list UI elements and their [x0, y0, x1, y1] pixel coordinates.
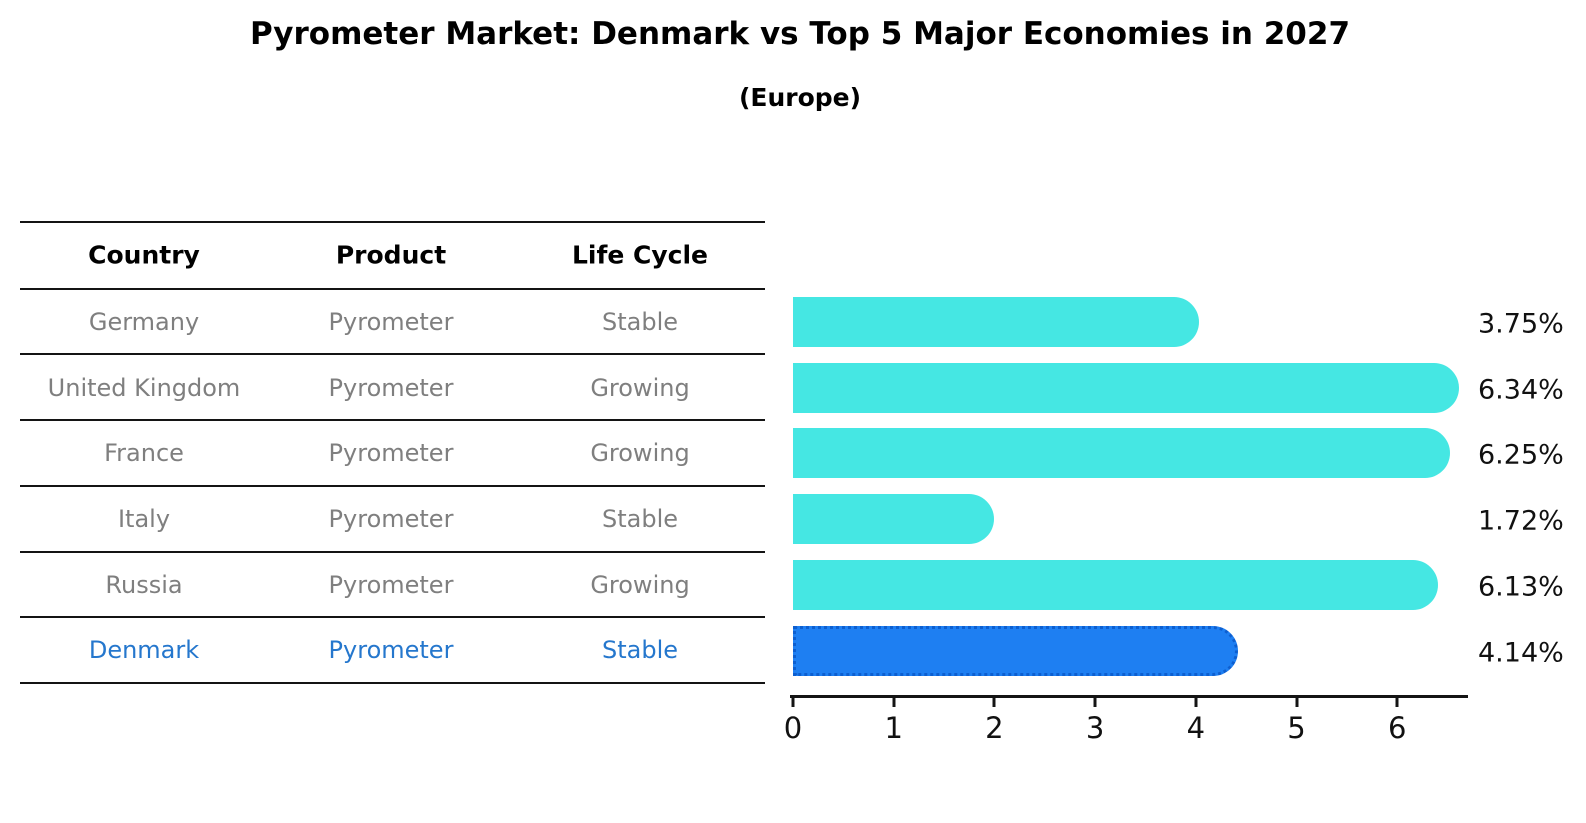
table-separator-line — [20, 287, 765, 290]
x-axis-tick-label: 6 — [1387, 711, 1407, 745]
table-cell-product: Pyrometer — [328, 373, 454, 402]
x-axis-tick — [1194, 697, 1198, 707]
x-axis-tick — [1395, 697, 1399, 707]
bar-value-label: 6.34% — [1478, 374, 1564, 406]
x-axis-tick — [992, 697, 996, 707]
table-cell-country: Germany — [88, 307, 200, 336]
bar-italy — [793, 494, 995, 545]
x-axis-tick-label: 2 — [985, 711, 1004, 745]
bar-france — [793, 428, 1451, 479]
bar-value-label: 6.25% — [1478, 439, 1564, 471]
x-axis-tick-label: 5 — [1287, 711, 1306, 745]
table-separator-line — [20, 419, 765, 422]
table-separator-line — [20, 220, 765, 223]
table-cell-product: Pyrometer — [328, 439, 454, 468]
table-cell-product: Pyrometer — [328, 636, 454, 665]
table-cell-product: Pyrometer — [328, 504, 454, 533]
bar-value-label: 3.75% — [1478, 308, 1564, 340]
x-axis-tick-label: 0 — [783, 711, 803, 745]
table-cell-country: Italy — [117, 504, 171, 533]
table-separator-line — [20, 550, 765, 553]
bar-denmark — [793, 625, 1238, 676]
table-cell-life-cycle: Stable — [601, 636, 679, 665]
table-header-product: Product — [335, 240, 447, 270]
table-cell-country: Russia — [105, 570, 183, 599]
x-axis-tick — [1295, 697, 1298, 707]
x-axis-tick — [1093, 697, 1097, 707]
table-separator-line — [20, 353, 765, 356]
table-header-country: Country — [88, 240, 200, 270]
table-separator-line — [20, 681, 765, 684]
bar-united-kingdom — [793, 362, 1460, 413]
table-cell-country: Denmark — [88, 636, 200, 665]
table-separator-line — [20, 484, 765, 487]
bar-value-label: 4.14% — [1478, 637, 1564, 668]
table-cell-product: Pyrometer — [328, 570, 454, 599]
table-cell-life-cycle: Stable — [601, 504, 679, 533]
bar-value-label: 1.72% — [1478, 505, 1564, 537]
table-cell-country: United Kingdom — [47, 373, 241, 402]
bar-russia — [793, 559, 1439, 610]
x-axis-tick — [892, 697, 896, 707]
bar-value-label: 6.13% — [1478, 571, 1564, 603]
chart-title: Pyrometer Market: Denmark vs Top 5 Major… — [249, 16, 1351, 52]
table-separator-line — [20, 616, 765, 619]
x-axis-line — [790, 695, 1468, 698]
bar-germany — [793, 297, 1199, 347]
table-header-life-cycle: Life Cycle — [571, 240, 709, 270]
x-axis-tick-label: 3 — [1085, 711, 1105, 745]
chart-subtitle: (Europe) — [738, 83, 862, 112]
x-axis-tick-label: 4 — [1186, 711, 1206, 745]
table-cell-life-cycle: Growing — [590, 570, 690, 599]
x-axis-tick — [791, 697, 795, 707]
table-cell-country: France — [104, 439, 184, 468]
table-cell-life-cycle: Growing — [590, 373, 690, 402]
table-cell-product: Pyrometer — [328, 307, 454, 336]
table-cell-life-cycle: Growing — [590, 439, 690, 468]
table-cell-life-cycle: Stable — [601, 307, 679, 336]
x-axis-tick-label: 1 — [884, 711, 903, 745]
